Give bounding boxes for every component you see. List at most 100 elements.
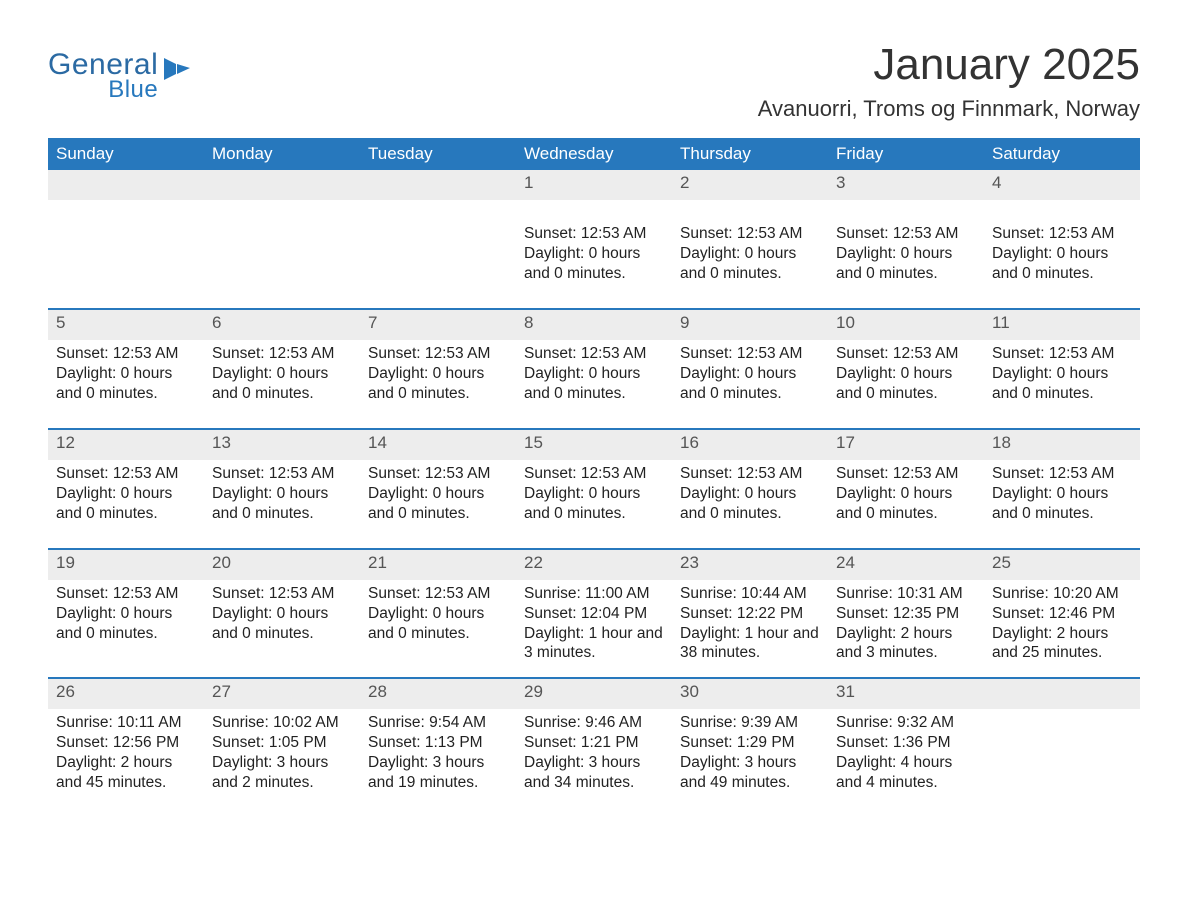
day-content-cell: Sunset: 12:53 AMDaylight: 0 hours and 0 …: [516, 220, 672, 309]
day-number: 14: [360, 430, 516, 460]
spacer-cell: [984, 200, 1140, 220]
day-content: [360, 220, 516, 308]
day-header: Sunday: [48, 138, 204, 170]
spacer: [984, 200, 1140, 220]
spacer-cell: [48, 200, 204, 220]
day-info-line: Sunrise: 10:44 AM: [680, 584, 820, 604]
day-info-line: Daylight: 0 hours and 0 minutes.: [212, 484, 352, 524]
day-header: Wednesday: [516, 138, 672, 170]
day-number-cell: 6: [204, 309, 360, 340]
day-info-line: Sunset: 12:53 AM: [836, 224, 976, 244]
day-content-row: Sunset: 12:53 AMDaylight: 0 hours and 0 …: [48, 580, 1140, 678]
day-content: Sunset: 12:53 AMDaylight: 0 hours and 0 …: [984, 220, 1140, 308]
day-number-cell: 26: [48, 678, 204, 709]
day-number-cell: [204, 170, 360, 200]
day-info-line: Daylight: 0 hours and 0 minutes.: [992, 484, 1132, 524]
day-number: [48, 170, 204, 200]
day-content-row: Sunset: 12:53 AMDaylight: 0 hours and 0 …: [48, 340, 1140, 429]
logo-word-blue: Blue: [48, 78, 158, 102]
day-content-cell: Sunrise: 9:32 AMSunset: 1:36 PMDaylight:…: [828, 709, 984, 798]
day-info-line: Sunset: 12:46 PM: [992, 604, 1132, 624]
day-content: Sunset: 12:53 AMDaylight: 0 hours and 0 …: [360, 580, 516, 668]
day-number: [204, 170, 360, 200]
day-content: Sunrise: 10:02 AMSunset: 1:05 PMDaylight…: [204, 709, 360, 798]
day-header-row: Sunday Monday Tuesday Wednesday Thursday…: [48, 138, 1140, 170]
day-info-line: Sunset: 1:36 PM: [836, 733, 976, 753]
day-number-cell: 9: [672, 309, 828, 340]
day-info-line: Sunrise: 9:39 AM: [680, 713, 820, 733]
day-number: 28: [360, 679, 516, 709]
day-number-cell: [360, 170, 516, 200]
day-number: 27: [204, 679, 360, 709]
day-number-cell: 29: [516, 678, 672, 709]
day-header: Tuesday: [360, 138, 516, 170]
day-number-cell: 17: [828, 429, 984, 460]
day-info-line: Daylight: 0 hours and 0 minutes.: [212, 604, 352, 644]
day-content-cell: Sunrise: 9:39 AMSunset: 1:29 PMDaylight:…: [672, 709, 828, 798]
day-content: Sunset: 12:53 AMDaylight: 0 hours and 0 …: [204, 460, 360, 548]
day-content: Sunset: 12:53 AMDaylight: 0 hours and 0 …: [672, 220, 828, 308]
day-content: Sunrise: 10:44 AMSunset: 12:22 PMDayligh…: [672, 580, 828, 677]
day-info-line: Daylight: 0 hours and 0 minutes.: [212, 364, 352, 404]
day-number-cell: 30: [672, 678, 828, 709]
day-info-line: Daylight: 2 hours and 25 minutes.: [992, 624, 1132, 664]
day-number-cell: 22: [516, 549, 672, 580]
day-number: 29: [516, 679, 672, 709]
day-content: Sunset: 12:53 AMDaylight: 0 hours and 0 …: [828, 340, 984, 428]
spacer: [672, 200, 828, 220]
day-content: Sunset: 12:53 AMDaylight: 0 hours and 0 …: [360, 460, 516, 548]
day-info-line: Sunset: 12:53 AM: [212, 584, 352, 604]
day-content-cell: [48, 220, 204, 309]
day-number-cell: 16: [672, 429, 828, 460]
logo-flag-icon: [162, 54, 192, 84]
day-info-line: Sunset: 12:53 AM: [368, 464, 508, 484]
day-number-row: 567891011: [48, 309, 1140, 340]
day-content: Sunset: 12:53 AMDaylight: 0 hours and 0 …: [48, 460, 204, 548]
day-number: 16: [672, 430, 828, 460]
day-info-line: Sunset: 12:53 AM: [524, 344, 664, 364]
day-content-cell: Sunrise: 9:54 AMSunset: 1:13 PMDaylight:…: [360, 709, 516, 798]
spacer-cell: [516, 200, 672, 220]
day-content-cell: Sunset: 12:53 AMDaylight: 0 hours and 0 …: [984, 460, 1140, 549]
header: General Blue January 2025 Avanuorri, Tro…: [48, 30, 1140, 132]
day-content-cell: Sunset: 12:53 AMDaylight: 0 hours and 0 …: [672, 460, 828, 549]
day-number-cell: 14: [360, 429, 516, 460]
day-number-cell: 19: [48, 549, 204, 580]
day-number: 17: [828, 430, 984, 460]
day-content-cell: Sunset: 12:53 AMDaylight: 0 hours and 0 …: [48, 340, 204, 429]
day-info-line: Sunset: 12:53 AM: [836, 464, 976, 484]
day-info-line: Sunset: 12:53 AM: [368, 584, 508, 604]
day-number-cell: 3: [828, 170, 984, 200]
day-number-cell: 4: [984, 170, 1140, 200]
day-info-line: Daylight: 4 hours and 4 minutes.: [836, 753, 976, 793]
day-info-line: Daylight: 0 hours and 0 minutes.: [368, 604, 508, 644]
spacer: [48, 200, 204, 220]
day-info-line: Daylight: 0 hours and 0 minutes.: [524, 484, 664, 524]
day-content-cell: Sunset: 12:53 AMDaylight: 0 hours and 0 …: [204, 580, 360, 678]
calendar-table: Sunday Monday Tuesday Wednesday Thursday…: [48, 138, 1140, 799]
day-number-cell: 18: [984, 429, 1140, 460]
day-content: [984, 709, 1140, 779]
day-info-line: Sunset: 12:53 AM: [680, 344, 820, 364]
day-content: Sunset: 12:53 AMDaylight: 0 hours and 0 …: [984, 460, 1140, 548]
day-number: [360, 170, 516, 200]
day-number: 9: [672, 310, 828, 340]
day-info-line: Sunset: 12:53 AM: [524, 224, 664, 244]
logo: General Blue: [48, 30, 192, 102]
day-number-cell: 5: [48, 309, 204, 340]
day-number-row: 12131415161718: [48, 429, 1140, 460]
day-number-cell: 2: [672, 170, 828, 200]
day-info-line: Daylight: 0 hours and 0 minutes.: [56, 484, 196, 524]
day-content-cell: [360, 220, 516, 309]
day-content: Sunset: 12:53 AMDaylight: 0 hours and 0 …: [204, 580, 360, 668]
day-info-line: Sunset: 12:53 AM: [368, 344, 508, 364]
day-number: 11: [984, 310, 1140, 340]
day-number: 10: [828, 310, 984, 340]
day-info-line: Daylight: 0 hours and 0 minutes.: [836, 484, 976, 524]
day-info-line: Daylight: 0 hours and 0 minutes.: [524, 364, 664, 404]
day-content: Sunset: 12:53 AMDaylight: 0 hours and 0 …: [516, 340, 672, 428]
day-number-cell: 11: [984, 309, 1140, 340]
day-number: 26: [48, 679, 204, 709]
day-content-cell: Sunrise: 11:00 AMSunset: 12:04 PMDayligh…: [516, 580, 672, 678]
day-info-line: Daylight: 0 hours and 0 minutes.: [56, 364, 196, 404]
